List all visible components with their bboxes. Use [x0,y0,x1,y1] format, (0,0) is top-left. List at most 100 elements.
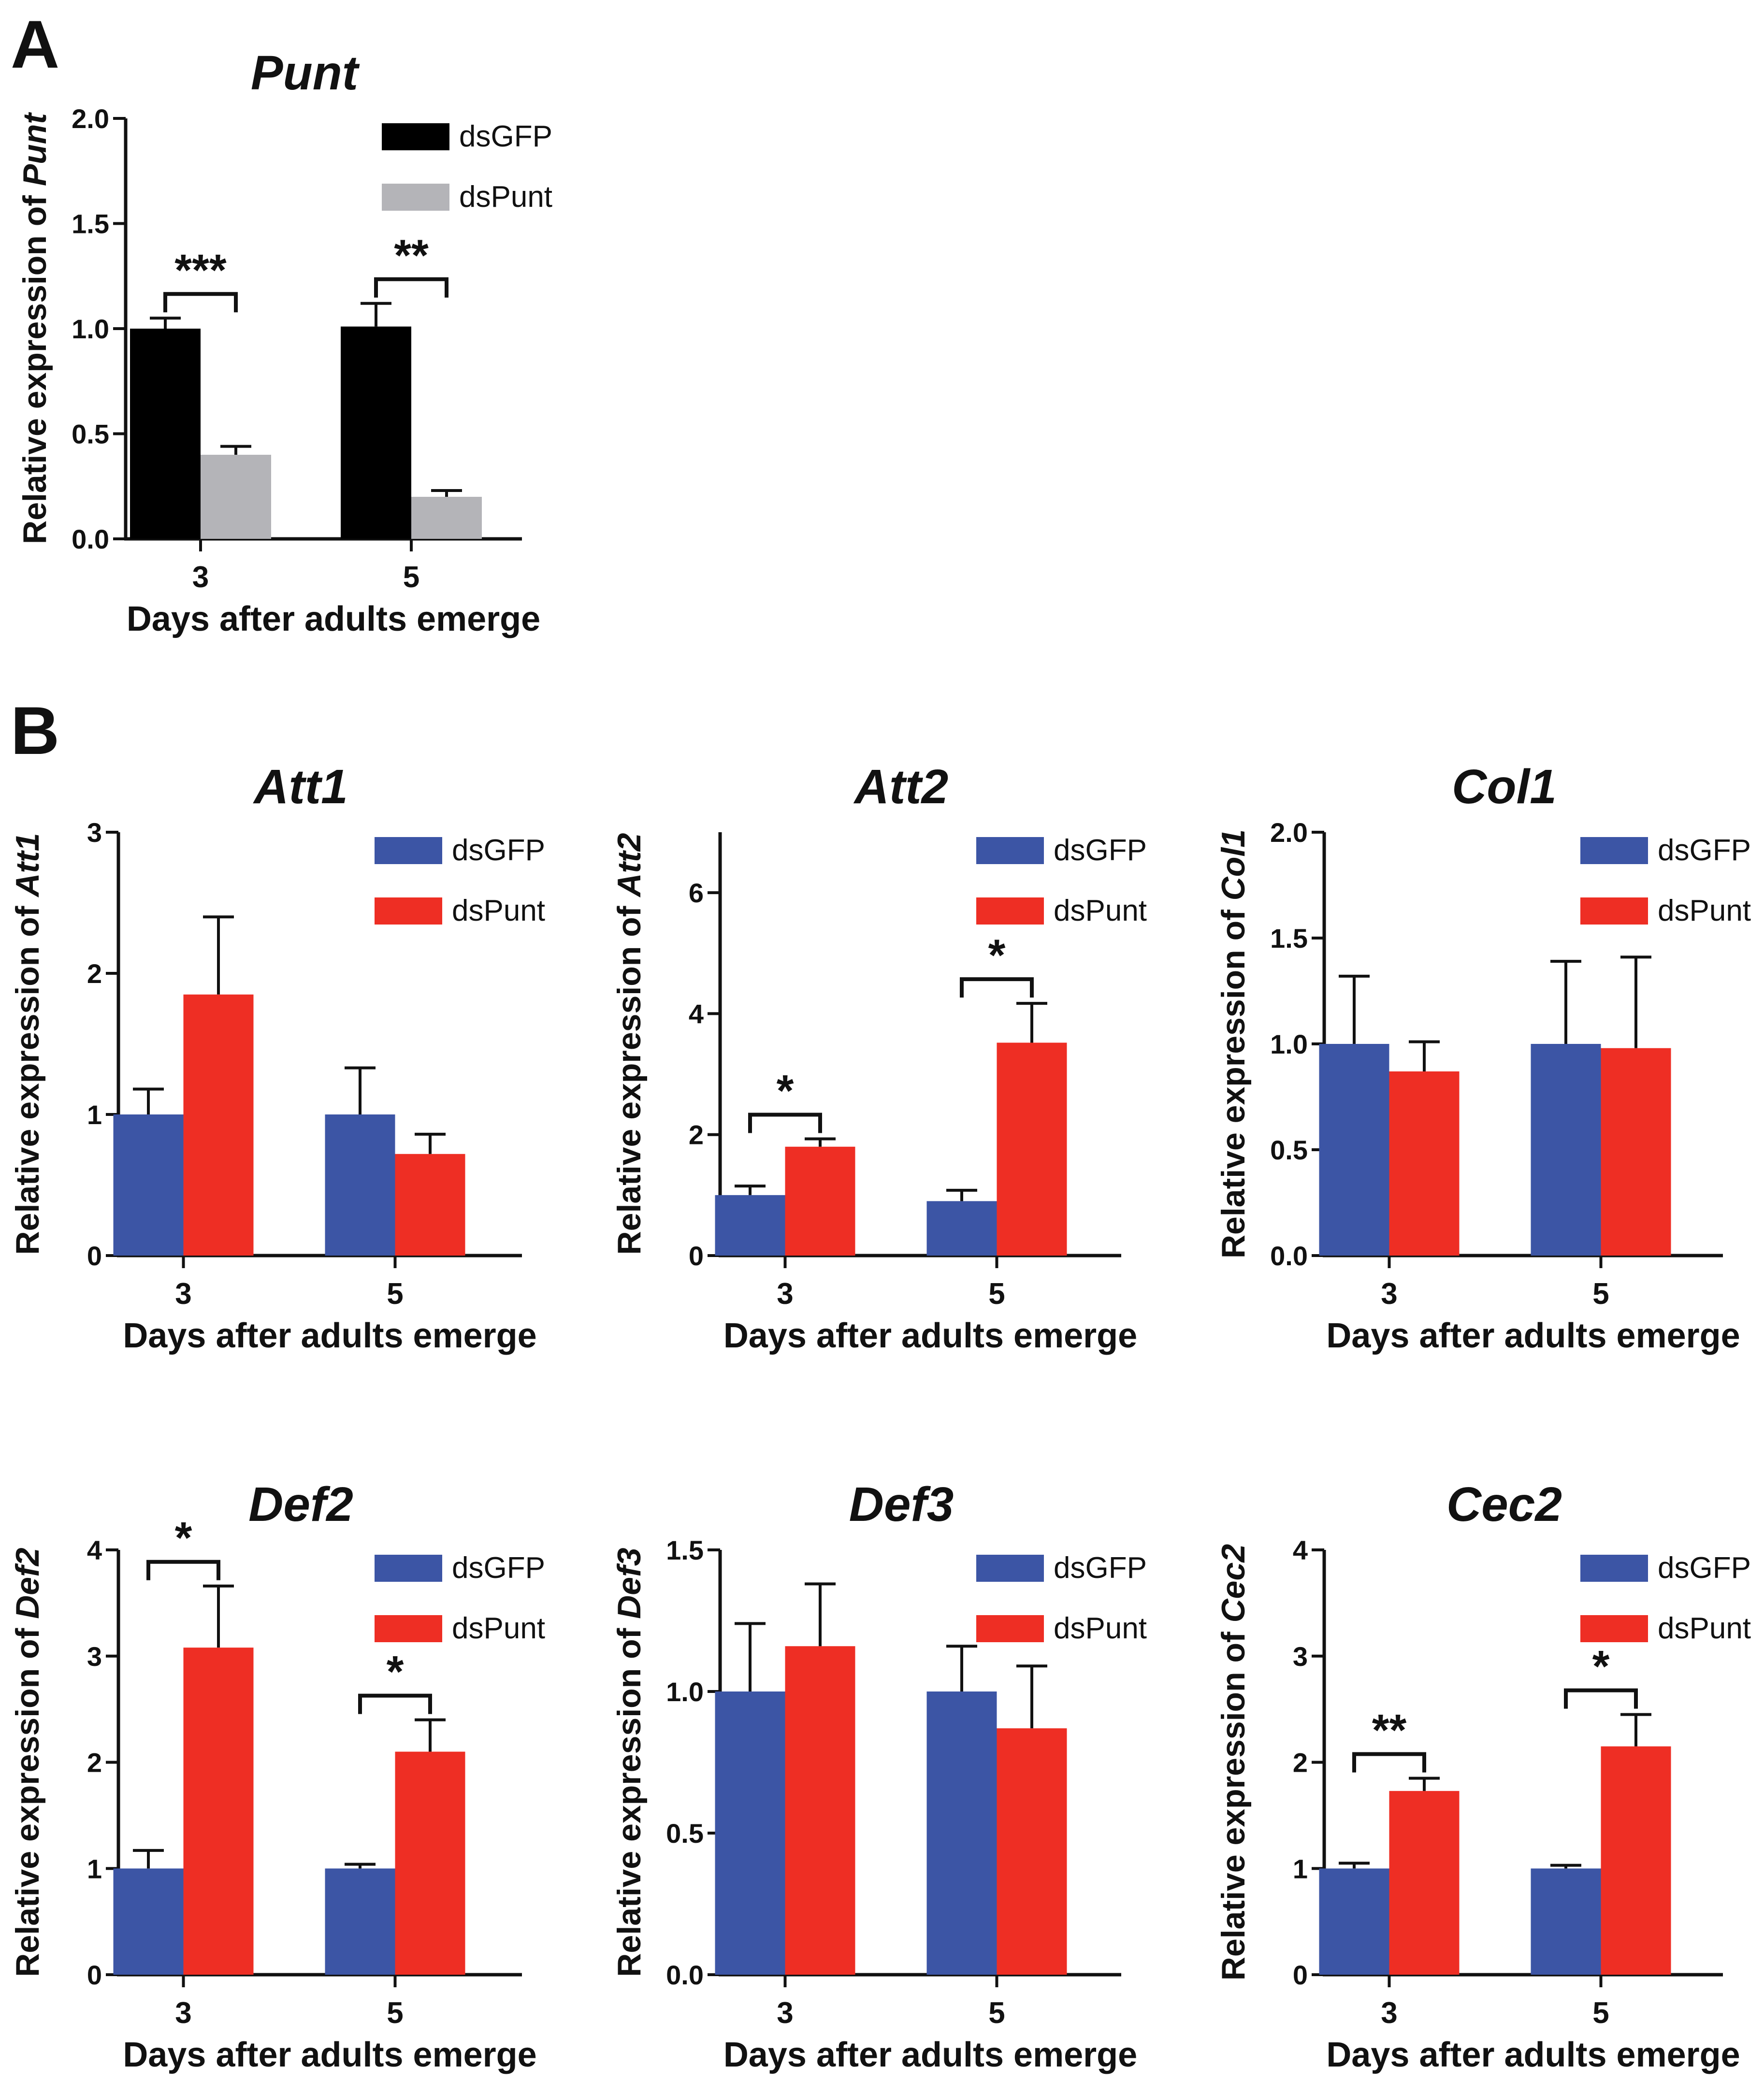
chart-def2: Def2 0 1 2 3 4 Relative expression of Def2 3 * 5 *… [9,1477,545,2074]
y-tick-label: 1.0 [666,1677,704,1707]
bar-dsgfp [130,329,201,539]
y-tick-label: 1 [87,1853,102,1884]
significance-marker: * [387,1648,404,1697]
x-tick-label: 5 [387,1996,403,2030]
legend-label-dsgfp: dsGFP [1054,1551,1147,1585]
legend-swatch-dspunt [375,897,442,925]
y-axis-label: Relative expression of Att1 [9,833,46,1255]
legend-label-dsgfp: dsGFP [452,1551,545,1585]
bar-dspunt [785,1646,855,1975]
legend-label-dsgfp: dsGFP [1054,834,1147,867]
significance-bracket [374,277,448,298]
y-axis-label-gene: Punt [16,112,53,186]
x-axis-label: Days after adults emerge [123,2036,536,2074]
y-axis-label-gene: Def2 [9,1547,46,1619]
chart-col1: Col1 0.0 0.5 1.0 1.5 2.0 Relative expression o… [1215,760,1751,1355]
y-axis-label: Relative expression of Att2 [611,833,648,1255]
y-tick-label: 1 [87,1099,102,1130]
bar-dsgfp [715,1691,785,1975]
y-tick-label: 1.0 [1270,1029,1308,1059]
y-tick-label: 0.5 [1270,1135,1308,1165]
y-tick-label: 3 [87,1641,102,1672]
bar-dsgfp [325,1868,395,1975]
x-axis-label: Days after adults emerge [723,2036,1137,2074]
y-tick-label: 2 [87,1748,102,1778]
y-tick-label: 1.5 [1270,923,1308,954]
legend-swatch-dsgfp [382,123,449,150]
legend-swatch-dspunt [382,184,449,211]
y-tick-label: 2.0 [1270,817,1308,848]
x-tick-label: 5 [988,1996,1005,2030]
x-tick-label: 3 [1381,1996,1397,2030]
y-axis-label-gene: Cec2 [1215,1544,1252,1623]
bar-dsgfp [113,1868,184,1975]
significance-marker: * [988,931,1006,980]
legend-label-dspunt: dsPunt [452,894,545,927]
x-tick-label: 5 [387,1277,403,1311]
legend-swatch-dsgfp [375,1555,442,1582]
y-axis-label: Relative expression of Def3 [611,1547,648,1977]
y-tick-label: 2.0 [72,103,109,134]
bar-dspunt [395,1751,465,1975]
legend-label-dspunt: dsPunt [1054,894,1147,927]
chart-title: Punt [251,46,360,100]
bar-dsgfp [1319,1868,1389,1975]
significance-marker: ** [394,231,429,280]
y-axis-label: Relative expression of Def2 [9,1547,46,1977]
y-tick-label: 0 [689,1241,704,1271]
chart-title: Att1 [252,760,347,814]
chart-def3: Def3 0.0 0.5 1.0 1.5 Relative expression of D… [611,1477,1147,2074]
bar-dspunt [1601,1746,1671,1975]
y-tick-label: 3 [87,817,102,848]
x-axis-label: Days after adults emerge [127,600,540,638]
chart-att1: Att1 0 1 2 3 Relative expression of Att1 3 5 Day… [9,760,545,1355]
y-tick-label: 0.0 [1270,1241,1308,1271]
legend-swatch-dspunt [1580,897,1648,925]
y-axis-label-gene: Def3 [611,1547,648,1619]
y-tick-label: 2 [87,958,102,989]
bar-dspunt [997,1042,1067,1256]
chart-title: Def3 [849,1477,954,1532]
y-axis-label-prefix: Relative expression of [1215,900,1252,1258]
legend-label-dsgfp: dsGFP [459,120,552,153]
legend-swatch-dspunt [976,1615,1044,1642]
y-axis-label: Relative expression of Cec2 [1215,1544,1252,1980]
y-tick-label: 1.0 [72,314,109,344]
bar-dspunt [1389,1071,1460,1256]
legend-label-dspunt: dsPunt [459,180,552,214]
legend-label-dsgfp: dsGFP [1658,1551,1751,1585]
panel-letter-a: A [11,6,59,82]
chart-punt: Punt 0.0 0.5 1.0 1.5 2.0 Relative expression o… [16,46,552,638]
x-tick-label: 3 [777,1996,793,2030]
y-tick-label: 3 [1293,1641,1308,1672]
charts: Punt 0.0 0.5 1.0 1.5 2.0 Relative expression o… [9,46,1751,2074]
y-tick-label: 0 [1293,1960,1308,1990]
x-axis-label: Days after adults emerge [723,1316,1137,1355]
significance-bracket [748,1113,822,1133]
x-tick-label: 5 [988,1277,1005,1311]
y-tick-label: 4 [1293,1535,1308,1565]
legend-swatch-dspunt [375,1615,442,1642]
legend-label-dsgfp: dsGFP [452,834,545,867]
bar-dspunt [997,1728,1067,1975]
bar-dsgfp [1319,1044,1389,1256]
y-tick-label: 1.5 [666,1535,704,1565]
significance-bracket [146,1560,220,1580]
y-axis-label-prefix: Relative expression of [16,186,53,544]
legend-label-dsgfp: dsGFP [1658,834,1751,867]
y-axis-label: Relative expression of Col1 [1215,829,1252,1258]
bar-dsgfp [926,1691,997,1975]
bar-dspunt [201,455,271,539]
y-tick-label: 2 [1293,1748,1308,1778]
significance-bracket [1564,1688,1638,1709]
y-axis-label-prefix: Relative expression of [611,897,648,1255]
chart-title: Att2 [853,760,948,814]
significance-marker: *** [174,246,227,295]
legend-swatch-dsgfp [375,837,442,864]
significance-bracket [358,1693,432,1714]
significance-bracket [960,977,1034,998]
legend-label-dspunt: dsPunt [1658,1612,1751,1645]
chart-title: Cec2 [1446,1477,1562,1532]
bar-dspunt [183,994,254,1256]
